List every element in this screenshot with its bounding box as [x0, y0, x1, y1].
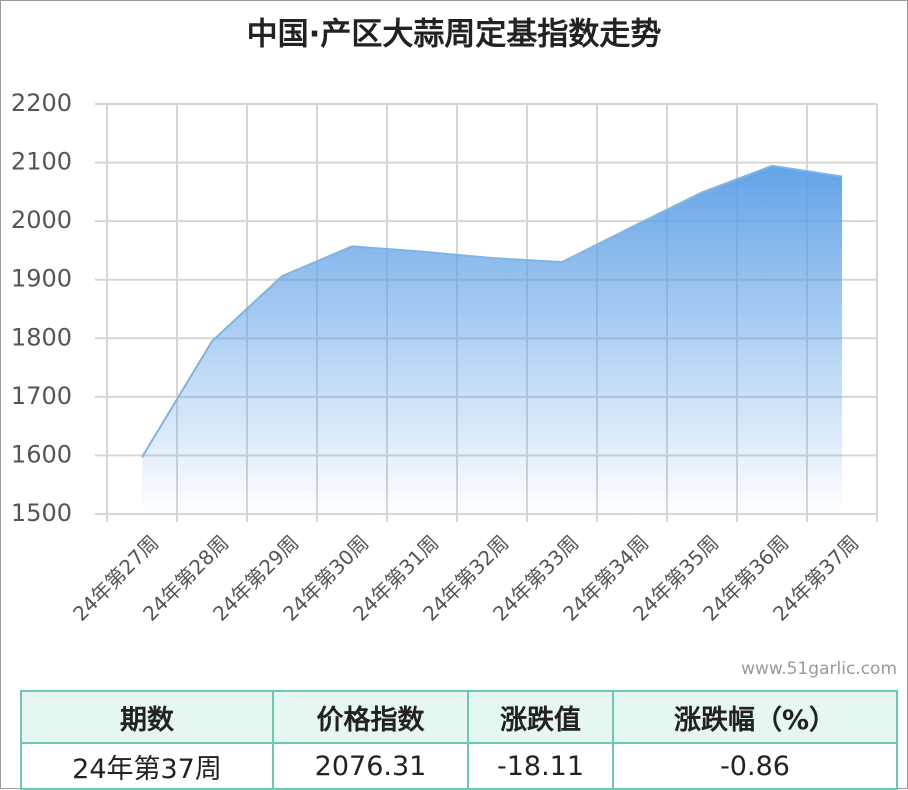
header-row: 期数 价格指数 涨跌值 涨跌幅（%）: [20, 690, 898, 744]
cell: -18.11: [467, 742, 614, 790]
y-tick-label: 1500: [11, 499, 72, 527]
header-cell: 价格指数: [272, 690, 469, 744]
y-tick-label: 1600: [11, 440, 72, 468]
line: [141, 164, 843, 458]
y-tick-label: 2000: [11, 206, 72, 234]
y-tick-label: 2100: [11, 148, 72, 176]
chart: 中国·产区大蒜周定基指数走势 www.51garlic.com 1500 1600…: [11, 17, 897, 680]
area: [142, 165, 842, 514]
cell: 24年第37周: [20, 742, 274, 790]
y-tick-label: 1700: [11, 382, 72, 410]
y-tick-label: 1900: [11, 265, 72, 293]
y-tick-label: 2200: [11, 89, 72, 117]
summary-table: 期数 价格指数 涨跌值 涨跌幅（%） 24年第37周 2076.31 -18.1…: [20, 690, 898, 790]
cell: 2076.31: [272, 742, 469, 790]
header-cell: 期数: [20, 690, 274, 744]
header-cell: 涨跌幅（%）: [612, 690, 898, 744]
watermark: www.51garlic.com: [741, 659, 897, 679]
header-cell: 涨跌值: [467, 690, 614, 744]
cell: -0.86: [612, 742, 898, 790]
chart-title: 中国·产区大蒜周定基指数走势: [247, 17, 662, 53]
y-tick-label: 1800: [11, 323, 72, 351]
data-row: 24年第37周 2076.31 -18.11 -0.86: [20, 742, 898, 790]
